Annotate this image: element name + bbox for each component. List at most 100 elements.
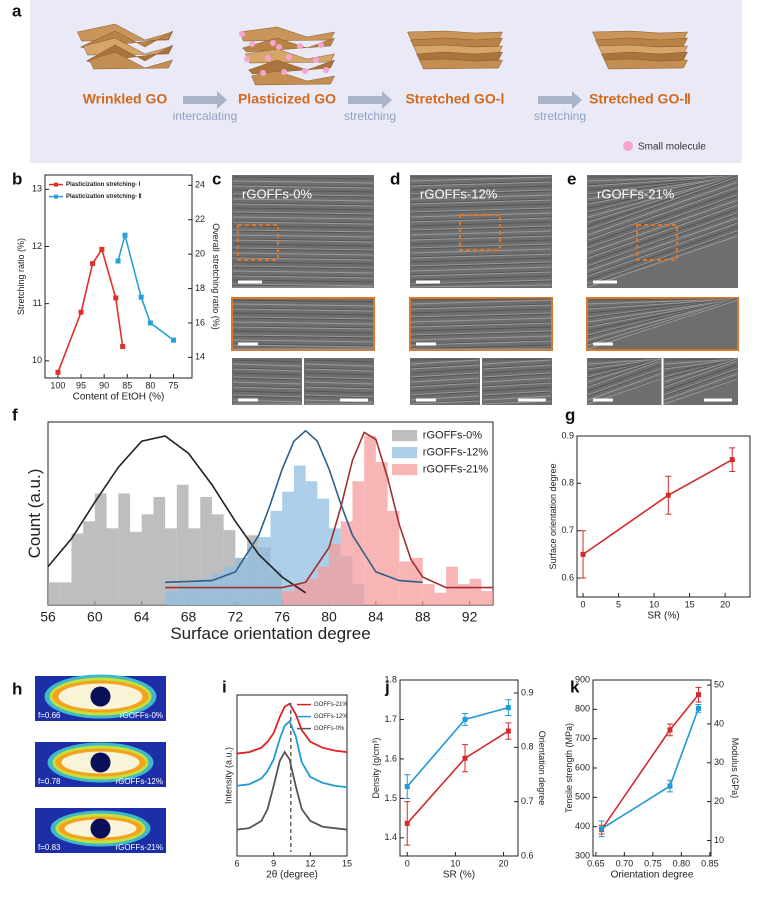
- panel-label: j: [384, 677, 390, 696]
- x-tick-label: 92: [462, 608, 478, 624]
- histogram-bar: [200, 578, 212, 605]
- x-tick-label: 0.75: [644, 858, 662, 868]
- x-tick-label: 20: [499, 858, 509, 868]
- panel-label: f: [12, 405, 18, 424]
- y2-tick-label: 14: [195, 352, 205, 362]
- sem-streak: [232, 248, 374, 252]
- marker: [505, 728, 511, 734]
- sem-streak: [587, 359, 661, 387]
- histogram-bar: [434, 592, 447, 605]
- y-tick-label: 12: [32, 241, 42, 251]
- histogram-bar: [317, 498, 330, 605]
- sem-streak: [410, 243, 552, 249]
- sem-streak: [410, 386, 480, 392]
- y-tick-label: 600: [575, 762, 590, 772]
- histogram-bar: [211, 514, 224, 605]
- legend-label: GOFFs-21%: [314, 702, 348, 708]
- sem-streak: [410, 226, 552, 232]
- sem-streak: [587, 358, 661, 361]
- y2-axis-label: Overall stretching ratio (%): [211, 223, 221, 330]
- panel-label: b: [12, 169, 22, 188]
- marker: [695, 705, 701, 711]
- sem-streak: [232, 185, 374, 189]
- sem-streak: [587, 358, 661, 379]
- x-axis-label: SR (%): [647, 611, 679, 622]
- sem-streak: [587, 203, 738, 258]
- marker: [695, 692, 701, 698]
- legend-marker: [54, 194, 58, 199]
- sem-streak: [304, 359, 374, 363]
- sem-streak: [587, 298, 738, 323]
- go-sheet: [77, 23, 173, 42]
- stage-label: Plasticized GO: [238, 91, 336, 107]
- sem-streak: [410, 271, 552, 277]
- sem-streak: [482, 373, 552, 379]
- beam-stop: [90, 686, 111, 707]
- marker: [462, 716, 468, 722]
- small-molecule: [286, 54, 292, 60]
- sem-streak: [410, 381, 480, 387]
- y-tick-label: 0.9: [561, 430, 574, 440]
- sem-streak: [410, 317, 552, 323]
- sem-streak: [587, 364, 661, 392]
- sem-streak: [410, 331, 552, 337]
- y-tick-label: 900: [575, 674, 590, 684]
- sem-streak: [587, 368, 661, 396]
- fit-curve: [47, 435, 307, 594]
- sem-streak: [410, 390, 480, 396]
- sem-streak: [232, 234, 374, 238]
- x-axis-label: SR (%): [443, 870, 475, 881]
- sem-streak: [410, 303, 552, 309]
- sem-streak: [304, 381, 374, 385]
- small-molecule: [265, 55, 271, 61]
- sem-streak: [587, 204, 738, 259]
- histogram-bar: [305, 481, 318, 605]
- sem-streak: [664, 358, 738, 370]
- sem-streak: [304, 376, 374, 380]
- sem-streak: [232, 270, 374, 274]
- histogram-bar: [305, 578, 318, 605]
- legend-label: GOFFs-12%: [314, 714, 348, 720]
- sem-streak: [587, 358, 661, 370]
- sem-streak: [410, 359, 480, 365]
- marker: [599, 826, 605, 832]
- x-tick-label: 0.65: [587, 858, 605, 868]
- chart-f: 56 60 64 68 72 76 80 84 88 92 Surface orientation …: [25, 421, 494, 643]
- legend-swatch: [392, 464, 418, 476]
- marker: [505, 705, 511, 711]
- sem-panel: rGOFFs-0%: [231, 175, 375, 405]
- sem-streak: [664, 359, 738, 387]
- sem-streak: [664, 358, 738, 374]
- small-molecule: [244, 56, 250, 62]
- sem-streak: [232, 385, 302, 389]
- histogram-bar: [141, 514, 154, 605]
- x-tick-label: 20: [720, 599, 730, 609]
- plot-frame: [576, 435, 751, 598]
- small-molecule: [249, 41, 255, 47]
- sem-streak: [232, 252, 374, 256]
- panel-label: h: [12, 679, 22, 698]
- marker: [115, 258, 121, 264]
- y-tick-label: 1.4: [384, 832, 397, 842]
- sem-streak: [232, 216, 374, 220]
- sem-streak: [410, 176, 552, 182]
- histogram-bar: [188, 528, 201, 605]
- sem-streak: [232, 316, 374, 320]
- sem-streak: [232, 212, 374, 216]
- sem-streak: [232, 363, 302, 367]
- series-line: [236, 719, 348, 789]
- sem-streak: [587, 358, 661, 383]
- x-tick-label: 15: [685, 599, 695, 609]
- sem-streak: [410, 335, 552, 341]
- x-tick-label: 64: [134, 608, 150, 624]
- x-tick-label: 72: [228, 608, 244, 624]
- marker: [665, 492, 671, 498]
- sem-streak: [587, 175, 738, 214]
- sem-streak: [587, 175, 738, 227]
- stage-label: Wrinkled GO: [83, 91, 168, 107]
- legend-swatch: [392, 430, 418, 442]
- y-tick-label: 1.5: [384, 793, 397, 803]
- y-axis-label: Density (g/cm³): [371, 737, 381, 798]
- sem-streak: [587, 298, 738, 328]
- sem-streak: [232, 239, 374, 243]
